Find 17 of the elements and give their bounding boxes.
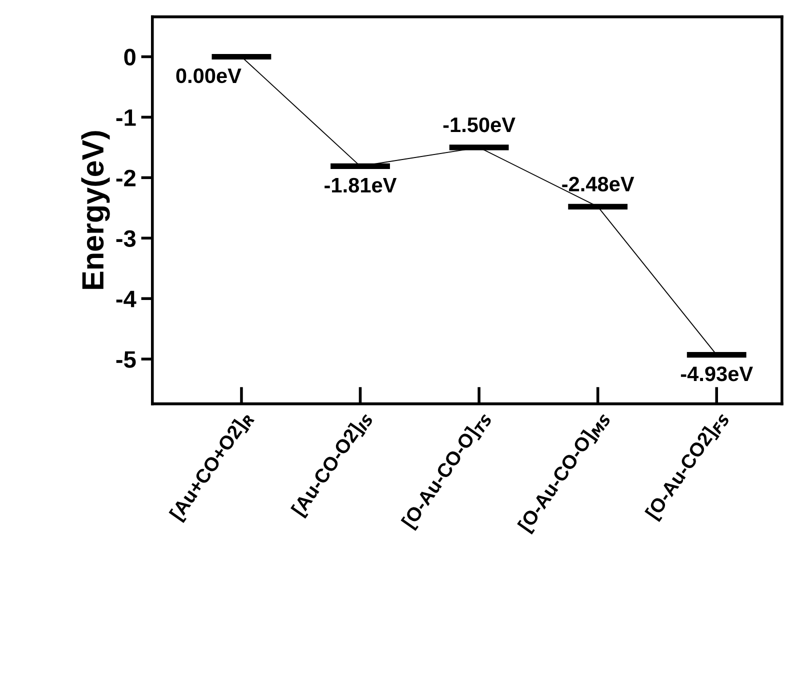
data-label: -4.93eV: [680, 366, 753, 382]
data-label: -2.48eV: [562, 176, 634, 192]
y-tick-label: -1: [116, 110, 136, 126]
data-label: -1.81eV: [324, 178, 397, 193]
data-label: 0.00eV: [176, 68, 242, 84]
y-tick-label: -2: [116, 170, 136, 186]
y-tick-label: -4: [116, 290, 136, 308]
y-tick-label: -3: [116, 230, 136, 247]
y-tick-label: 0: [124, 48, 136, 66]
x-tick-label: [O-Au-CO2]$_{FS}$: [644, 410, 731, 522]
y-axis-title: Energy(eV): [81, 131, 110, 289]
data-label: -1.50eV: [443, 117, 516, 132]
x-tick-label: [Au+CO+O2]$_{R}$: [168, 410, 256, 523]
x-tick-label: [Au-CO-O2]$_{IS}$: [290, 410, 374, 519]
x-tick-label: [O-Au-CO-O]$_{MS}$: [517, 410, 612, 534]
x-tick-label: [O-Au-CO-O]$_{TS}$: [400, 410, 494, 531]
y-tick-label: -5: [116, 351, 136, 368]
